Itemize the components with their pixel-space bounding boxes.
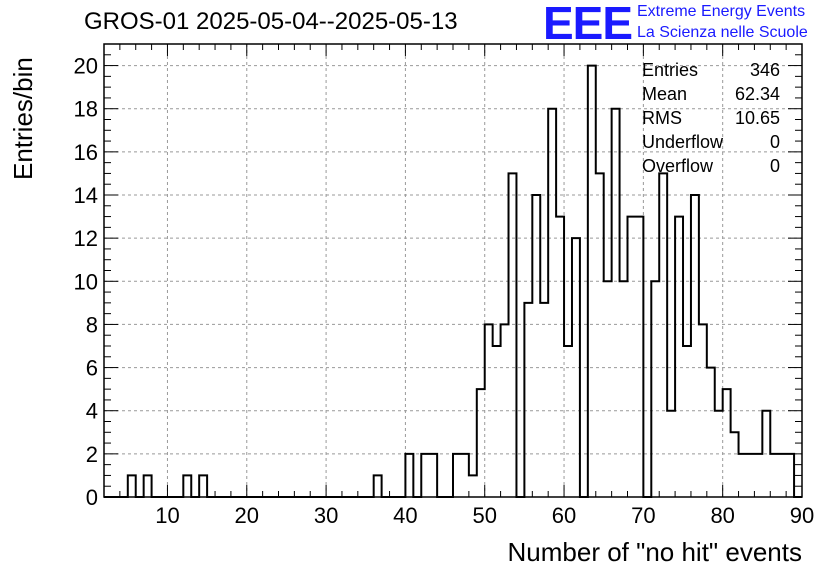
- histogram-bin: [564, 346, 572, 497]
- stat-row-mean: Mean 62.34: [642, 82, 780, 106]
- histogram-bin: [762, 411, 770, 497]
- stat-label: Underflow: [642, 132, 724, 152]
- histogram-bin: [596, 173, 604, 497]
- x-axis-label: Number of "no hit" events: [507, 537, 803, 567]
- x-tick-label: 10: [155, 503, 179, 528]
- y-tick-label: 18: [74, 97, 98, 122]
- histogram-bin: [493, 346, 501, 497]
- histogram-bin: [635, 217, 643, 497]
- histogram-bin: [675, 217, 683, 497]
- histogram-bin: [509, 173, 517, 497]
- histogram-bin: [572, 238, 580, 497]
- histogram-bin: [501, 324, 509, 497]
- stat-value: 346: [749, 60, 780, 80]
- x-tick-label: 20: [235, 503, 259, 528]
- histogram-bin: [548, 109, 556, 497]
- histogram-bin: [556, 217, 564, 497]
- stats-box: Entries 346 Mean 62.34 RMS 10.65 Underfl…: [642, 58, 780, 178]
- histogram-bin: [469, 475, 477, 497]
- logo-caption-line1: Extreme Energy Events: [637, 3, 806, 20]
- stat-row-entries: Entries 346: [642, 58, 780, 82]
- histogram-bin: [477, 389, 485, 497]
- histogram-bin: [144, 475, 152, 497]
- x-tick-label: 80: [710, 503, 734, 528]
- histogram-bin: [453, 454, 461, 497]
- stat-row-underflow: Underflow 0: [642, 130, 780, 154]
- y-tick-label: 8: [86, 312, 98, 337]
- x-tick-label: 30: [314, 503, 338, 528]
- stat-value: 0: [769, 156, 780, 176]
- x-tick-label: 60: [552, 503, 576, 528]
- histogram-bin: [532, 195, 540, 497]
- stat-value: 0: [769, 132, 780, 152]
- histogram-bin: [461, 454, 469, 497]
- histogram-bin: [770, 454, 778, 497]
- tick-labels: 10 20 30 40 50 60 70 80 90 0 2 4 6 8 10 12 14 16 18 20: [74, 54, 815, 528]
- x-tick-label: 50: [472, 503, 496, 528]
- histogram-bin: [485, 324, 493, 497]
- histogram-outline: [104, 64, 802, 498]
- histogram-bin: [429, 454, 437, 497]
- histogram-bin: [731, 432, 739, 497]
- histogram-bin: [620, 281, 628, 497]
- histogram-bin: [723, 389, 731, 497]
- histogram-bin: [754, 454, 762, 497]
- stat-label: Entries: [642, 60, 699, 80]
- histogram-bin: [683, 346, 691, 497]
- y-tick-label: 4: [86, 399, 98, 424]
- y-tick-label: 16: [74, 140, 98, 165]
- histogram-bin: [786, 454, 794, 497]
- logo-caption-line2: La Scienza nelle Scuole: [637, 24, 808, 41]
- y-axis-label: Entries/bin: [8, 57, 38, 180]
- histogram-bin: [374, 475, 382, 497]
- stat-label: Mean: [642, 84, 688, 104]
- stat-value: 62.34: [734, 84, 780, 104]
- y-tick-label: 2: [86, 442, 98, 467]
- grid-lines: [104, 44, 802, 497]
- histogram-bin: [739, 454, 747, 497]
- histogram-bin: [691, 195, 699, 497]
- stat-label: RMS: [642, 108, 682, 128]
- eee-logo: EEE: [543, 0, 633, 49]
- stat-label: Overflow: [642, 156, 714, 176]
- stat-row-overflow: Overflow 0: [642, 154, 780, 178]
- histogram-bin: [707, 368, 715, 497]
- y-tick-label: 12: [74, 226, 98, 251]
- histogram-bin: [651, 281, 659, 497]
- histogram-bin: [612, 109, 620, 497]
- y-tick-label: 0: [86, 485, 98, 510]
- x-tick-label: 90: [790, 503, 814, 528]
- histogram-bin: [659, 173, 667, 497]
- y-tick-label: 20: [74, 54, 98, 79]
- histogram-bin: [183, 475, 191, 497]
- histogram-bin: [588, 66, 596, 497]
- histogram-bin: [405, 454, 413, 497]
- x-tick-label: 70: [631, 503, 655, 528]
- y-tick-label: 14: [74, 183, 98, 208]
- histogram-bin: [699, 324, 707, 497]
- x-tick-label: 40: [393, 503, 417, 528]
- stat-row-rms: RMS 10.65: [642, 106, 780, 130]
- histogram-bin: [524, 303, 532, 497]
- stat-value: 10.65: [734, 108, 780, 128]
- histogram-bin: [667, 411, 675, 497]
- histogram-bin: [778, 454, 786, 497]
- histogram-bin: [628, 217, 636, 497]
- y-tick-label: 6: [86, 356, 98, 381]
- y-tick-label: 10: [74, 269, 98, 294]
- chart-title: GROS-01 2025-05-04--2025-05-13: [84, 8, 458, 35]
- histogram-bin: [128, 475, 136, 497]
- histogram-bin: [199, 475, 207, 497]
- histogram-bin: [540, 303, 548, 497]
- histogram-bin: [604, 281, 612, 497]
- histogram-bin: [421, 454, 429, 497]
- histogram-bin: [746, 454, 754, 497]
- histogram-bin: [715, 411, 723, 497]
